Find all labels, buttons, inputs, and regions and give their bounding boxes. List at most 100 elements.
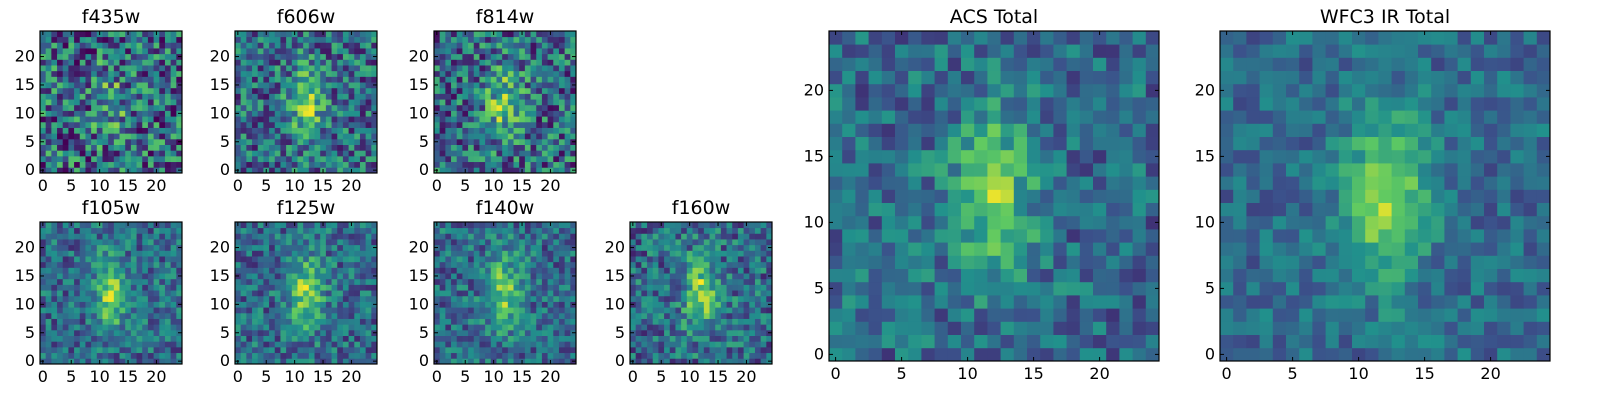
heatmap-cell — [468, 318, 475, 325]
heatmap-cell — [726, 244, 733, 251]
heatmap-cell — [570, 222, 577, 229]
heatmap-cell — [246, 284, 253, 291]
heatmap-cell — [274, 301, 281, 308]
panel-title: f125w — [277, 197, 336, 219]
heatmap-cell — [519, 82, 526, 89]
heatmap-cell — [1145, 163, 1160, 177]
heatmap-cell — [855, 242, 869, 256]
heatmap-cell — [1132, 321, 1147, 335]
heatmap-cell — [286, 116, 293, 123]
heatmap-cell — [79, 346, 86, 354]
heatmap-cell — [325, 59, 332, 66]
heatmap-cell — [1040, 321, 1054, 335]
heatmap-cell — [142, 341, 149, 348]
heatmap-cell — [553, 329, 560, 336]
heatmap-cell — [652, 324, 659, 331]
heatmap-cell — [547, 133, 554, 140]
heatmap-cell — [1106, 268, 1120, 283]
heatmap-cell — [635, 346, 642, 354]
heatmap-cell — [895, 308, 909, 322]
heatmap-cell — [1119, 176, 1133, 190]
heatmap-cell — [246, 48, 253, 55]
heatmap-cell — [170, 138, 177, 145]
heatmap-cell — [130, 239, 137, 246]
heatmap-cell — [136, 284, 143, 291]
heatmap-cell — [371, 144, 378, 151]
heatmap-cell — [1145, 229, 1160, 243]
heatmap-cell — [359, 295, 367, 302]
heatmap-cell — [829, 149, 843, 164]
heatmap-cell — [743, 290, 750, 297]
heatmap-cell — [96, 227, 103, 234]
y-tick-label: 5 — [25, 132, 35, 151]
heatmap-cell — [337, 155, 344, 163]
heatmap-cell — [45, 87, 52, 94]
heatmap-cell — [485, 341, 492, 348]
heatmap-cell — [502, 127, 509, 134]
heatmap-cell — [257, 127, 264, 134]
heatmap-cell — [881, 202, 896, 217]
heatmap-cell — [1145, 281, 1160, 296]
heatmap-cell — [68, 278, 75, 285]
heatmap-cell — [468, 59, 475, 66]
heatmap-cell — [502, 312, 509, 319]
heatmap-cell — [479, 48, 486, 55]
heatmap-cell — [331, 222, 338, 229]
heatmap-cell — [462, 76, 469, 83]
heatmap-cell — [354, 227, 361, 234]
heatmap-cell — [715, 239, 722, 246]
heatmap-cell — [519, 42, 526, 49]
heatmap-cell — [119, 222, 126, 229]
heatmap-cell — [325, 104, 332, 111]
heatmap-cell — [468, 267, 475, 274]
heatmap-cell — [102, 312, 109, 319]
heatmap-cell — [246, 127, 253, 134]
heatmap-cell — [274, 352, 281, 359]
heatmap-cell — [142, 48, 149, 55]
heatmap-cell — [434, 70, 441, 77]
heatmap-cell — [754, 335, 762, 342]
heatmap-cell — [325, 48, 332, 55]
heatmap-cell — [147, 250, 154, 257]
heatmap-cell — [507, 76, 514, 83]
heatmap-cell — [252, 352, 259, 359]
heatmap-cell — [675, 239, 682, 246]
heatmap-cell — [456, 250, 463, 257]
heatmap-cell — [547, 335, 554, 342]
heatmap-cell — [176, 284, 183, 291]
heatmap-cell — [119, 42, 126, 49]
heatmap-cell — [342, 121, 349, 128]
heatmap-cell — [507, 307, 514, 314]
heatmap-cell — [274, 335, 281, 342]
heatmap-cell — [524, 76, 531, 83]
heatmap-cell — [108, 53, 115, 60]
heatmap-cell — [348, 307, 355, 314]
heatmap-cell — [252, 261, 259, 268]
heatmap-cell — [479, 99, 486, 106]
heatmap-cell — [908, 334, 922, 349]
heatmap-cell — [1106, 242, 1120, 256]
heatmap-cell — [342, 42, 349, 49]
heatmap-cell — [641, 307, 648, 314]
heatmap-cell — [325, 335, 332, 342]
heatmap-cell — [1040, 202, 1054, 217]
heatmap-cell — [314, 233, 321, 240]
heatmap-cell — [119, 150, 126, 157]
heatmap-cell — [85, 335, 92, 342]
heatmap-cell — [502, 335, 509, 342]
heatmap-cell — [136, 121, 143, 128]
heatmap-cell — [675, 329, 682, 336]
heatmap-cell — [749, 301, 756, 308]
heatmap-cell — [479, 127, 486, 134]
heatmap-cell — [558, 167, 566, 174]
heatmap-cell — [371, 121, 378, 128]
heatmap-cell — [269, 48, 276, 55]
heatmap-cell — [737, 335, 744, 342]
heatmap-cell — [1013, 163, 1028, 177]
heatmap-cell — [325, 76, 332, 83]
heatmap-cell — [147, 65, 154, 72]
heatmap-cell — [308, 227, 315, 234]
heatmap-cell — [675, 256, 682, 263]
heatmap-cell — [947, 215, 962, 230]
heatmap-cell — [473, 93, 480, 100]
